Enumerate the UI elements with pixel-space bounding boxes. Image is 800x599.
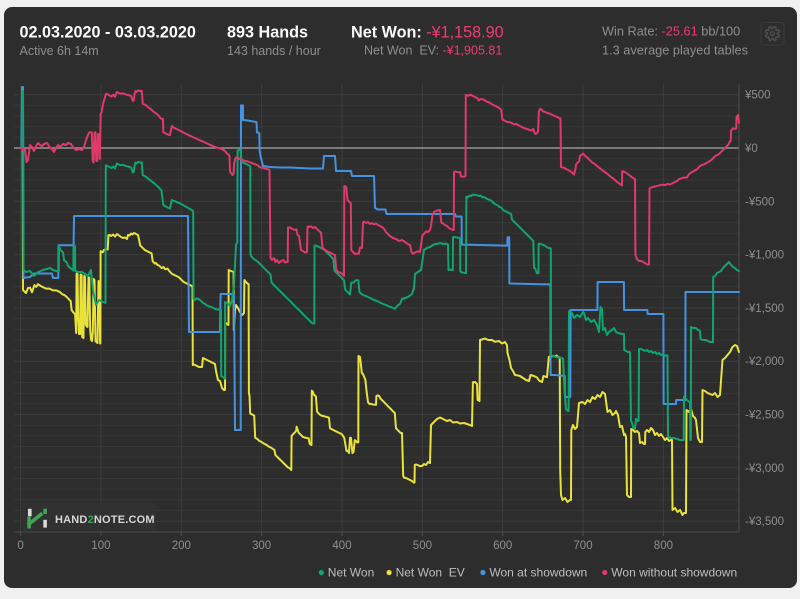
svg-text:Won at showdown: Won at showdown <box>489 566 587 580</box>
svg-text:200: 200 <box>172 540 191 552</box>
svg-text:-¥3,000: -¥3,000 <box>745 463 784 475</box>
svg-text:Net Won EV: -¥1,905.81: Net Won EV: -¥1,905.81 <box>364 44 502 58</box>
svg-text:¥500: ¥500 <box>744 90 771 102</box>
svg-text:Net Won EV: Net Won EV <box>396 566 465 580</box>
svg-text:Won without showdown: Won without showdown <box>611 566 737 580</box>
svg-text:-¥2,500: -¥2,500 <box>745 410 784 422</box>
svg-text:Net Won: Net Won <box>328 566 374 580</box>
svg-text:600: 600 <box>493 540 512 552</box>
svg-text:100: 100 <box>91 540 110 552</box>
svg-text:800: 800 <box>654 540 673 552</box>
svg-text:Net Won: -¥1,158.90: Net Won: -¥1,158.90 <box>351 24 504 42</box>
svg-text:400: 400 <box>332 540 351 552</box>
svg-text:02.03.2020 - 03.03.2020: 02.03.2020 - 03.03.2020 <box>20 24 196 42</box>
svg-text:-¥500: -¥500 <box>745 196 774 208</box>
svg-text:500: 500 <box>413 540 432 552</box>
svg-text:¥0: ¥0 <box>744 143 758 155</box>
svg-text:700: 700 <box>573 540 592 552</box>
svg-text:-¥3,500: -¥3,500 <box>745 516 784 528</box>
svg-text:Win Rate: -25.61 bb/100: Win Rate: -25.61 bb/100 <box>602 24 740 39</box>
svg-text:HAND2NOTE.COM: HAND2NOTE.COM <box>55 514 155 526</box>
svg-text:300: 300 <box>252 540 271 552</box>
svg-text:-¥1,500: -¥1,500 <box>745 303 784 315</box>
svg-text:1.3 average played tables: 1.3 average played tables <box>602 43 748 58</box>
svg-text:0: 0 <box>17 540 23 552</box>
svg-text:143 hands / hour: 143 hands / hour <box>227 44 321 58</box>
svg-text:Active 6h 14m: Active 6h 14m <box>20 44 99 58</box>
svg-text:-¥2,000: -¥2,000 <box>745 356 784 368</box>
svg-text:-¥1,000: -¥1,000 <box>745 250 784 262</box>
svg-text:893 Hands: 893 Hands <box>227 24 308 42</box>
